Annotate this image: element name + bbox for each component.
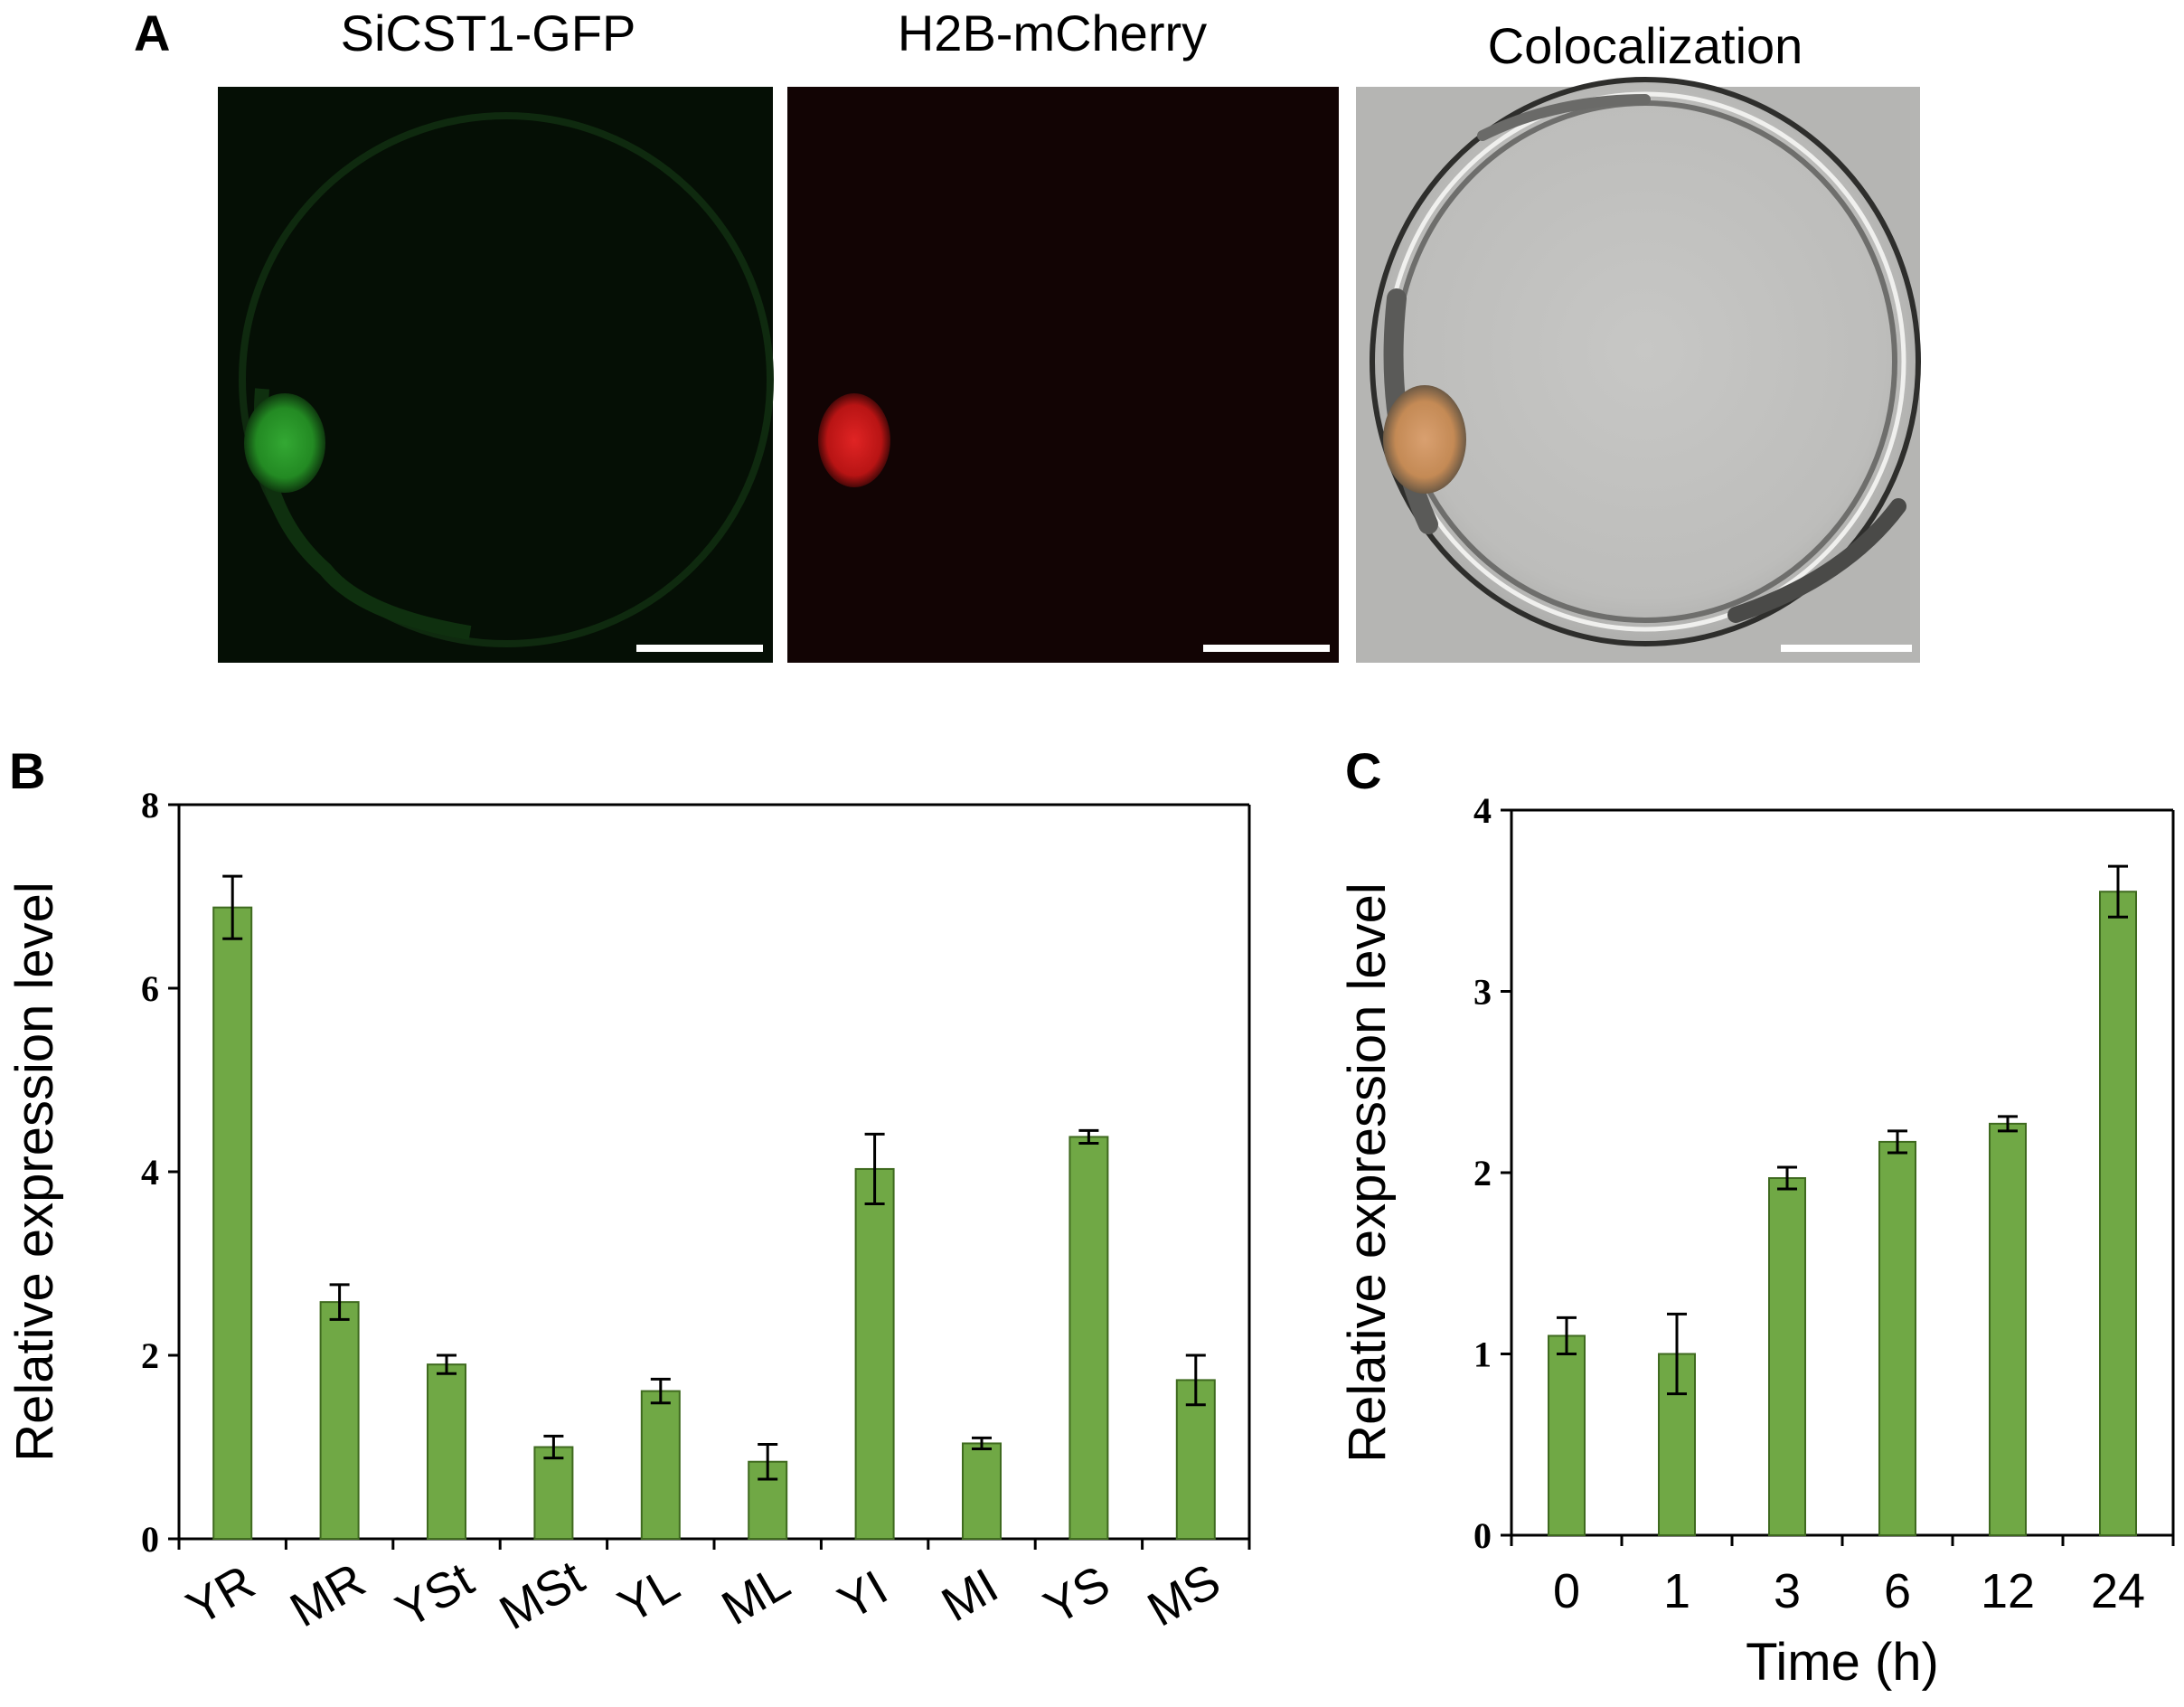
chart-c-bar-6 [1878, 1140, 1916, 1537]
chart-b-y-axis-title: Relative expression level [5, 882, 64, 1462]
gfp-image: SiCST1-GFP [218, 5, 774, 663]
chart-b-x-tick-label: MI [933, 1558, 1007, 1632]
chart-c-x-tick-label: 12 [1981, 1564, 2035, 1618]
chart-b-y-tick-label: 4 [141, 1152, 159, 1193]
chart-b-bar-MR [319, 1301, 360, 1540]
chart-b-x-tick-label: ML [713, 1555, 799, 1636]
mcherry-image-background [787, 87, 1339, 663]
chart-b-x-tick-label: MSt [491, 1550, 593, 1640]
chart-b-error-bar-MR [329, 1283, 350, 1321]
chart-b-y-tick-label: 2 [141, 1335, 159, 1376]
chart-c-y-tick-label: 2 [1473, 1153, 1492, 1193]
chart-b-y-tick-label: 8 [141, 785, 159, 825]
chart-b-bar-YI [854, 1167, 895, 1540]
chart-c-y-tick-label: 1 [1473, 1334, 1492, 1375]
gfp-scale-bar [636, 645, 763, 652]
panel-a: A SiCST1-GFP H2B-mCherry Colocalization [134, 5, 1921, 663]
brightfield-cell [1372, 80, 1918, 644]
chart-c-x-tick-label: 3 [1774, 1564, 1801, 1618]
colocalization-image: Colocalization [1356, 17, 1921, 663]
chart-c-bar-12 [1989, 1122, 2027, 1536]
chart-c-error-bar-3 [1777, 1165, 1797, 1191]
chart-c-error-bar-1 [1667, 1312, 1687, 1396]
chart-b-error-bar-YSt [437, 1353, 457, 1375]
panel-c-letter: C [1345, 742, 1381, 799]
chart-b-bar-YS [1068, 1136, 1109, 1541]
chart-c-y-tick-label: 4 [1473, 790, 1492, 831]
brightfield-scale-bar [1781, 645, 1912, 652]
chart-b-error-bar-YI [864, 1132, 885, 1206]
chart-b-y-tick-label: 6 [141, 968, 159, 1009]
chart-c-bar-24 [2099, 891, 2137, 1536]
chart-b-bar-YL [640, 1390, 681, 1540]
chart-b-bar-ML [748, 1460, 788, 1540]
chart-b-x-tick-label: YI [830, 1561, 897, 1630]
chart-b-error-bar-MI [972, 1436, 992, 1451]
chart-c-x-tick-label: 6 [1884, 1564, 1911, 1618]
chart-c-x-tick-label: 24 [2091, 1564, 2145, 1618]
chart-b-error-bar-MSt [543, 1434, 564, 1460]
chart-c-error-bar-0 [1557, 1316, 1577, 1355]
chart-b-error-bar-ML [758, 1442, 778, 1481]
mcherry-image: H2B-mCherry [787, 5, 1339, 663]
chart-b-x-tick-label: MR [281, 1552, 374, 1637]
chart-c-bar-3 [1768, 1177, 1806, 1536]
panel-a-letter: A [134, 5, 170, 61]
mcherry-scale-bar [1203, 645, 1330, 652]
mcherry-image-title: H2B-mCherry [898, 5, 1207, 61]
chart-c-y-tick-label: 0 [1473, 1515, 1492, 1556]
chart-b-bar-MS [1175, 1379, 1216, 1541]
chart-b-error-bar-YR [222, 874, 243, 940]
chart-b-x-tick-label: YL [609, 1557, 688, 1634]
chart-c-x-tick-label: 1 [1663, 1564, 1690, 1618]
brightfield-nucleus [1383, 385, 1466, 494]
brightfield-cytoplasm-top [1477, 94, 1651, 141]
chart-b-x-tick-label: YS [1035, 1555, 1118, 1635]
chart-b-error-bar-YS [1078, 1128, 1099, 1146]
mcherry-nucleus [818, 393, 890, 487]
chart-c-y-axis-title: Relative expression level [1338, 882, 1397, 1463]
chart-c-x-tick-label: 0 [1553, 1564, 1580, 1618]
gfp-image-title: SiCST1-GFP [341, 5, 636, 61]
chart-c-bar-0 [1548, 1334, 1586, 1536]
gfp-image-background [218, 87, 773, 663]
gfp-cell-outline [239, 112, 774, 647]
chart-b-bar-MI [962, 1442, 1002, 1540]
chart-b-y-tick-label: 0 [141, 1519, 159, 1560]
chart-c-error-bar-6 [1887, 1129, 1907, 1155]
brightfield-cell-wall-outer [1370, 77, 1921, 646]
chart-c-error-bar-24 [2108, 864, 2128, 919]
brightfield-cytoplasm-bottom [1727, 498, 1906, 623]
chart-b-error-bar-YL [650, 1377, 671, 1405]
chart-b-bar-MSt [533, 1446, 574, 1540]
colocalization-image-title: Colocalization [1488, 17, 1803, 74]
chart-c-x-axis-title: Time (h) [1746, 1633, 1939, 1692]
panel-b: B 0 2 4 6 8 YR MR YSt MSt YL ML YI MI YS MS Relative ex… [5, 742, 1251, 1640]
chart-c-error-bar-12 [1998, 1115, 2018, 1133]
chart-b-x-tick-label: MS [1139, 1553, 1229, 1636]
chart-b-error-bar-MS [1185, 1353, 1206, 1407]
panel-b-letter: B [9, 742, 45, 799]
gfp-nucleus [244, 393, 325, 493]
chart-b: 0 2 4 6 8 YR MR YSt MSt YL ML YI MI YS MS Relative expr… [5, 785, 1251, 1640]
chart-b-x-tick-label: YR [178, 1555, 264, 1636]
chart-b-bar-YSt [427, 1363, 466, 1541]
chart-b-bar-YR [212, 906, 253, 1540]
chart-c-y-tick-label: 3 [1473, 972, 1492, 1013]
chart-b-x-tick-label: YSt [387, 1552, 482, 1638]
